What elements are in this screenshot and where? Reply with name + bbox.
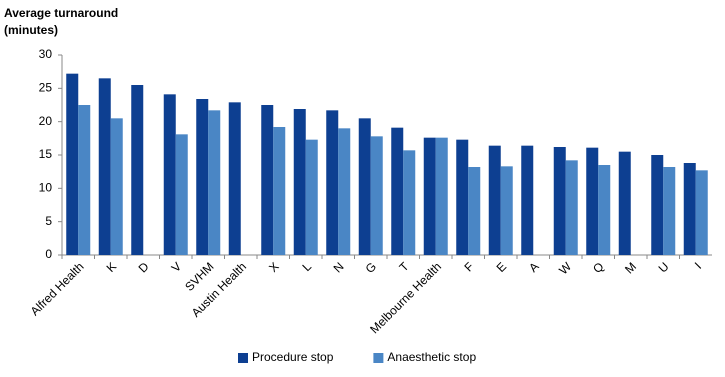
bar <box>618 151 631 255</box>
bar <box>66 73 79 256</box>
bar <box>98 78 111 255</box>
bar <box>305 139 318 255</box>
bar <box>370 136 383 255</box>
bar <box>663 167 676 255</box>
legend-label: Anaesthetic stop <box>387 350 476 364</box>
y-axis-title: (minutes) <box>4 23 58 37</box>
bar <box>228 102 241 255</box>
x-tick-label: A <box>526 259 542 275</box>
bar <box>586 147 599 255</box>
legend-swatch <box>373 353 384 363</box>
bar <box>358 118 371 255</box>
x-tick-label: G <box>363 259 380 276</box>
bar <box>208 110 221 255</box>
x-tick-label: K <box>104 259 120 275</box>
x-tick-label: D <box>136 259 152 275</box>
bar <box>326 110 339 255</box>
bar <box>468 167 481 255</box>
bar <box>651 155 664 255</box>
legend-label: Procedure stop <box>252 350 334 364</box>
bar <box>273 127 286 255</box>
y-tick-label: 10 <box>39 181 53 195</box>
bar <box>423 137 436 255</box>
x-tick-label: X <box>266 259 282 275</box>
bar <box>598 165 611 255</box>
x-tick-label: F <box>462 259 477 274</box>
bar <box>196 99 209 255</box>
x-tick-label: I <box>692 259 704 271</box>
x-tick-label: M <box>622 259 639 276</box>
y-tick-label: 20 <box>39 114 53 128</box>
y-tick-label: 30 <box>39 47 53 61</box>
x-tick-label: Alfred Health <box>28 259 87 318</box>
bar <box>261 105 274 255</box>
bar <box>391 127 404 255</box>
bar <box>456 139 469 255</box>
y-tick-label: 25 <box>39 81 53 95</box>
bar <box>78 105 91 255</box>
y-tick-label: 5 <box>45 214 52 228</box>
bar <box>338 128 351 255</box>
x-tick-label: T <box>397 259 413 275</box>
bar <box>163 94 176 255</box>
x-tick-label: E <box>494 259 510 275</box>
y-tick-label: 0 <box>45 247 52 261</box>
bar <box>521 145 534 255</box>
x-tick-label: U <box>656 259 672 275</box>
bar <box>293 109 306 255</box>
bar <box>565 160 578 255</box>
bar <box>403 150 416 255</box>
bar <box>175 134 188 255</box>
bar <box>500 166 513 255</box>
bar <box>435 137 448 255</box>
bar <box>488 145 501 255</box>
x-tick-label: N <box>331 259 347 275</box>
y-axis-title: Average turnaround <box>4 6 118 20</box>
bar <box>553 147 566 255</box>
bar <box>110 118 123 255</box>
x-tick-label: V <box>169 259 185 275</box>
legend-swatch <box>238 353 248 363</box>
x-tick-label: W <box>556 259 574 277</box>
x-tick-label: Q <box>590 259 607 276</box>
bar <box>131 85 144 255</box>
y-tick-label: 15 <box>39 147 53 161</box>
bar <box>695 170 708 255</box>
x-tick-label: L <box>299 259 314 274</box>
bar <box>683 163 696 255</box>
